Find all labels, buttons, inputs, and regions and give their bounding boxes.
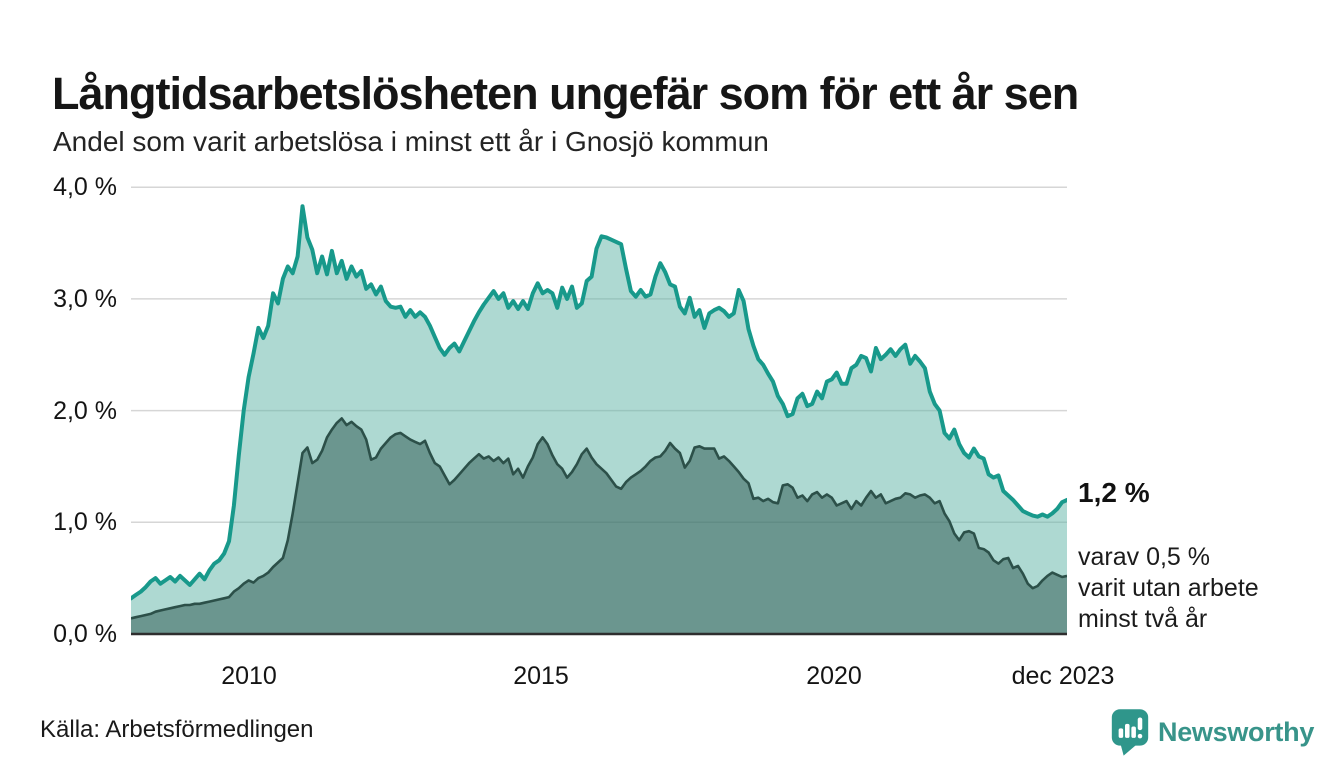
y-tick-label: 0,0 % bbox=[53, 620, 117, 648]
secondary-annotation-line: varav 0,5 % bbox=[1078, 543, 1211, 571]
end-value-label: 1,2 % bbox=[1078, 477, 1150, 508]
line-min-one-year bbox=[129, 204, 1069, 601]
newsworthy-wordmark: Newsworthy bbox=[1158, 716, 1315, 747]
plot-svg bbox=[129, 186, 1069, 636]
x-tick-label: 2010 bbox=[221, 662, 277, 690]
y-tick-label: 4,0 % bbox=[53, 173, 117, 201]
line-min-two-years bbox=[130, 417, 1068, 620]
x-tick-label: 2020 bbox=[806, 662, 862, 690]
source-credit: Källa: Arbetsförmedlingen bbox=[40, 716, 314, 743]
x-tick-label: 2015 bbox=[513, 662, 569, 690]
x-tick-label: dec 2023 bbox=[1011, 662, 1115, 690]
newsworthy-logo: Newsworthy bbox=[1110, 706, 1314, 758]
newsworthy-pin-icon bbox=[1111, 709, 1149, 756]
y-tick-label: 2,0 % bbox=[53, 397, 117, 425]
y-tick-label: 1,0 % bbox=[53, 508, 117, 536]
secondary-annotation-line: minst två år bbox=[1078, 605, 1208, 633]
chart-subtitle: Andel som varit arbetslösa i minst ett å… bbox=[53, 126, 769, 157]
area-min-two-years bbox=[131, 418, 1067, 634]
secondary-annotation-line: varit utan arbete bbox=[1078, 574, 1259, 602]
y-tick-label: 3,0 % bbox=[53, 285, 117, 313]
secondary-annotation: varav 0,5 % varit utan arbete minst två … bbox=[1078, 542, 1259, 635]
plot-area bbox=[129, 170, 1069, 640]
page-title: Långtidsarbetslösheten ungefär som för e… bbox=[52, 68, 1079, 120]
